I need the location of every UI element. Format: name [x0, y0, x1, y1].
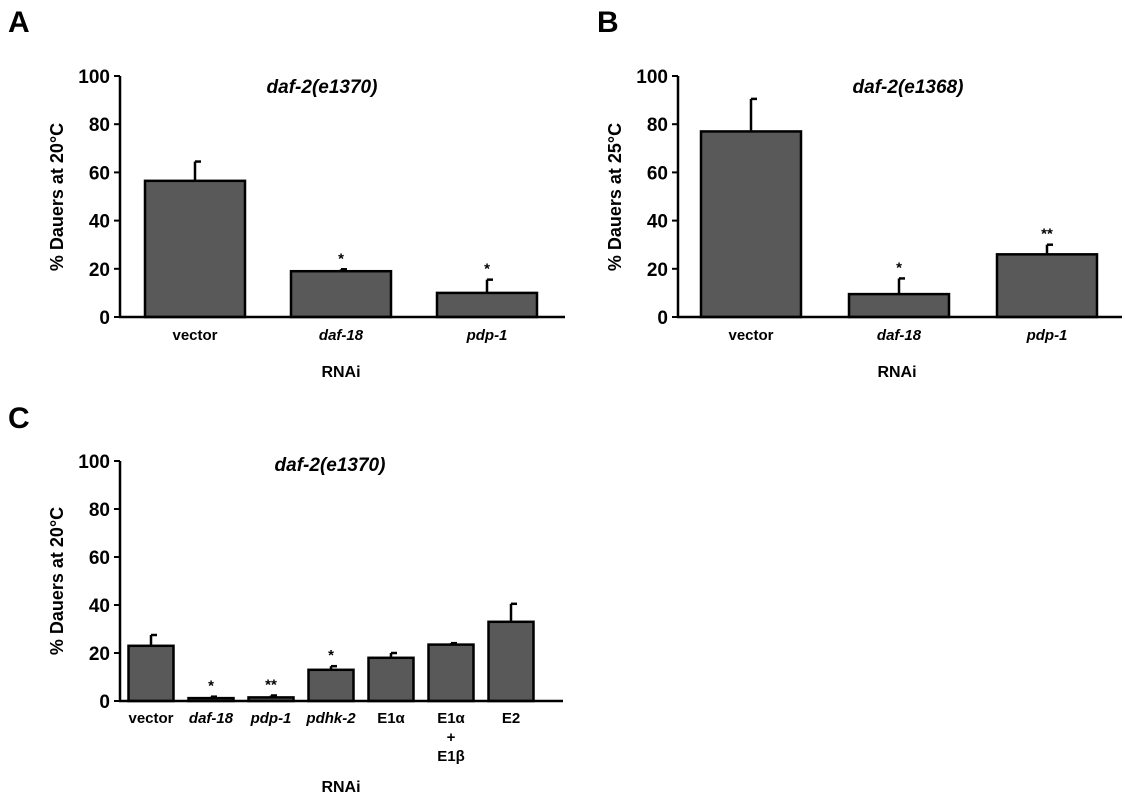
y-axis-label: % Dauers at 20°C — [47, 123, 67, 271]
chart-title: daf-2(e1370) — [275, 455, 386, 476]
chart-title: daf-2(e1368) — [853, 77, 964, 98]
y-tick-label: 100 — [636, 67, 668, 88]
category-label: pdhk-2 — [305, 710, 356, 727]
category-label: E1α — [437, 710, 465, 727]
category-label: pdp-1 — [1026, 327, 1068, 344]
bar — [995, 253, 1099, 319]
significance-marker: * — [484, 261, 490, 278]
y-tick-label: 0 — [657, 308, 668, 329]
significance-marker: * — [328, 647, 334, 664]
significance-marker: ** — [1041, 226, 1053, 243]
bar — [427, 643, 475, 703]
y-tick-label: 60 — [89, 163, 110, 184]
bar — [699, 130, 803, 319]
x-axis-label: RNAi — [877, 364, 916, 381]
y-tick-label: 60 — [89, 548, 110, 569]
category-label: daf-18 — [189, 710, 234, 727]
bar — [847, 292, 951, 319]
x-axis-label: RNAi — [321, 364, 360, 381]
y-tick-label: 20 — [89, 260, 110, 281]
x-axis-label: RNAi — [321, 779, 360, 796]
panel-letter: B — [597, 6, 619, 39]
significance-marker: * — [208, 678, 214, 695]
category-label: vector — [128, 710, 173, 727]
chart-title: daf-2(e1370) — [267, 77, 378, 98]
category-label: E1β — [437, 748, 465, 765]
category-label: daf-18 — [877, 327, 922, 344]
y-tick-label: 80 — [89, 500, 110, 521]
y-tick-label: 20 — [647, 260, 668, 281]
y-tick-label: 100 — [78, 452, 110, 473]
y-axis-label: % Dauers at 20°C — [47, 507, 67, 655]
category-label: E2 — [502, 710, 520, 727]
y-tick-label: 80 — [89, 115, 110, 136]
bar — [487, 620, 535, 703]
panel-letter: A — [8, 6, 30, 39]
y-tick-label: 40 — [647, 212, 668, 233]
y-tick-label: 0 — [99, 692, 110, 713]
y-tick-label: 40 — [89, 596, 110, 617]
y-axis-label: % Dauers at 25°C — [605, 123, 625, 271]
category-label: vector — [172, 327, 217, 344]
bar — [289, 269, 393, 319]
bar — [435, 291, 539, 319]
significance-marker: * — [896, 259, 902, 276]
category-label: pdp-1 — [250, 710, 292, 727]
y-tick-label: 60 — [647, 163, 668, 184]
panel-letter: C — [8, 402, 30, 435]
bar — [307, 668, 355, 703]
bar — [143, 179, 247, 319]
y-tick-label: 100 — [78, 67, 110, 88]
significance-marker: * — [338, 250, 344, 267]
category-label: E1α — [377, 710, 405, 727]
significance-marker: ** — [265, 676, 277, 693]
y-tick-label: 40 — [89, 212, 110, 233]
category-label: daf-18 — [319, 327, 364, 344]
bar — [367, 656, 415, 703]
y-tick-label: 0 — [99, 308, 110, 329]
bar — [127, 644, 175, 703]
category-label: vector — [728, 327, 773, 344]
category-label: pdp-1 — [466, 327, 508, 344]
y-tick-label: 20 — [89, 644, 110, 665]
category-label: + — [447, 729, 456, 746]
y-tick-label: 80 — [647, 115, 668, 136]
